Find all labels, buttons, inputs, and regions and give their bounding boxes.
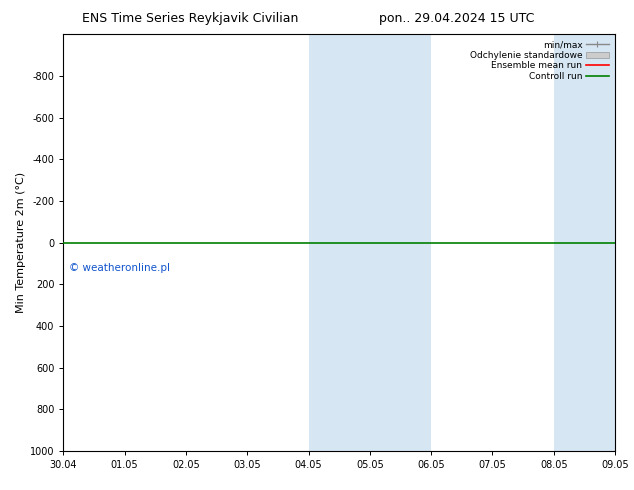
- Bar: [553, 34, 615, 451]
- Bar: [370, 34, 431, 451]
- Legend: min/max, Odchylenie standardowe, Ensemble mean run, Controll run: min/max, Odchylenie standardowe, Ensembl…: [468, 39, 611, 82]
- Text: pon.. 29.04.2024 15 UTC: pon.. 29.04.2024 15 UTC: [378, 12, 534, 25]
- Bar: [309, 34, 370, 451]
- Text: © weatheronline.pl: © weatheronline.pl: [69, 263, 170, 272]
- Text: ENS Time Series Reykjavik Civilian: ENS Time Series Reykjavik Civilian: [82, 12, 299, 25]
- Y-axis label: Min Temperature 2m (°C): Min Temperature 2m (°C): [16, 172, 26, 313]
